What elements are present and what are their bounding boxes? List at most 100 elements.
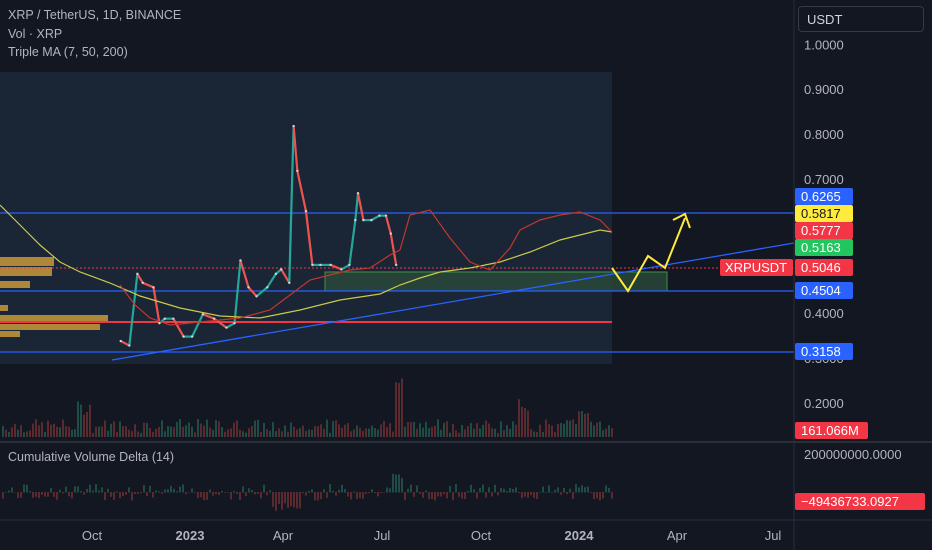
cvd-bar bbox=[380, 492, 382, 494]
price-tag-label: 0.5817 bbox=[801, 206, 841, 221]
cvd-bar bbox=[575, 484, 577, 493]
cvd-bar bbox=[362, 492, 364, 499]
cvd-bar bbox=[548, 485, 550, 493]
x-tick-label: Oct bbox=[471, 528, 492, 543]
volume-bar bbox=[428, 428, 430, 437]
volume-bar bbox=[584, 413, 586, 437]
volume-bar bbox=[449, 432, 451, 437]
price-point bbox=[247, 286, 250, 289]
price-tag-label: 0.5777 bbox=[801, 223, 841, 238]
volume-bar bbox=[473, 428, 475, 437]
cvd-bar bbox=[152, 492, 154, 498]
volume-bar bbox=[515, 424, 517, 437]
volume-bar bbox=[212, 429, 214, 437]
cvd-bar bbox=[470, 484, 472, 493]
volume-bar bbox=[179, 419, 181, 437]
cvd-bar bbox=[545, 491, 547, 493]
volume-bar bbox=[80, 404, 82, 437]
cvd-bar bbox=[59, 489, 61, 493]
cvd-bar bbox=[569, 488, 571, 493]
cvd-bar bbox=[311, 489, 313, 493]
volume-bar bbox=[389, 423, 391, 437]
price-point bbox=[288, 281, 291, 285]
cvd-bar bbox=[38, 492, 40, 499]
cvd-bar bbox=[272, 492, 274, 507]
cvd-bar bbox=[608, 487, 610, 493]
price-tag-label: 0.5163 bbox=[801, 240, 841, 255]
volume-bar bbox=[527, 410, 529, 437]
volume-bar bbox=[491, 428, 493, 437]
price-segment bbox=[280, 268, 291, 284]
price-point bbox=[190, 335, 194, 338]
price-tag bbox=[795, 205, 853, 222]
volume-bar bbox=[38, 425, 40, 437]
cvd-bar bbox=[140, 492, 142, 494]
y-axis: 1.00000.90000.80000.70000.60000.40000.30… bbox=[804, 37, 902, 462]
volume-bar bbox=[116, 431, 118, 437]
cvd-bar bbox=[602, 492, 604, 499]
volume-legend: Vol · XRP bbox=[8, 27, 63, 41]
symbol-title: XRP / TetherUS, 1D, BINANCE bbox=[8, 8, 182, 22]
volume-bar bbox=[326, 419, 328, 437]
volume-bar bbox=[467, 426, 469, 437]
cvd-bar bbox=[560, 492, 562, 495]
price-segment bbox=[142, 281, 154, 289]
cvd-bar bbox=[275, 492, 277, 511]
price-segment bbox=[128, 273, 139, 346]
cvd-bar bbox=[479, 487, 481, 493]
cvd-bar bbox=[32, 492, 34, 498]
volume-bars bbox=[2, 378, 613, 437]
volume-bar bbox=[65, 426, 67, 437]
volume-bar bbox=[566, 420, 568, 437]
price-tags: 0.6265 0.5817 0.5777 0.5163 0.5046 0.4504 0.31… bbox=[720, 188, 925, 510]
cvd-bar bbox=[434, 492, 436, 501]
x-tick-label: 2024 bbox=[565, 528, 595, 543]
price-point bbox=[311, 263, 314, 267]
cvd-bar bbox=[509, 487, 511, 493]
volume-bar bbox=[524, 407, 526, 437]
cvd-bar bbox=[215, 492, 217, 495]
volume-bar bbox=[380, 424, 382, 437]
cvd-bar bbox=[482, 484, 484, 493]
cvd-bar bbox=[224, 492, 226, 493]
cvd-bar bbox=[56, 492, 58, 500]
volume-bar bbox=[20, 425, 22, 437]
price-segment bbox=[340, 263, 350, 271]
volume-bar bbox=[503, 430, 505, 437]
volume-bar bbox=[233, 422, 235, 437]
cvd-bar bbox=[2, 492, 4, 499]
cvd-bar bbox=[77, 486, 79, 493]
volume-bar bbox=[62, 419, 64, 437]
volume-bar bbox=[254, 420, 256, 437]
volume-bar bbox=[455, 430, 457, 437]
volume-bar bbox=[398, 382, 400, 437]
cvd-bar bbox=[209, 489, 211, 493]
cvd-bar bbox=[263, 484, 265, 493]
volume-tag-label: 161.066M bbox=[801, 423, 859, 438]
price-point bbox=[266, 286, 269, 289]
cvd-bar bbox=[500, 487, 502, 493]
volume-bar bbox=[95, 426, 97, 437]
volume-bar bbox=[404, 426, 406, 437]
volume-bar bbox=[86, 411, 88, 437]
cvd-bar bbox=[23, 484, 25, 493]
volume-bar bbox=[158, 426, 160, 437]
price-point bbox=[378, 214, 381, 217]
volume-bar bbox=[431, 426, 433, 437]
currency-selector[interactable]: USDT bbox=[798, 6, 924, 32]
volume-bar bbox=[113, 421, 115, 437]
volume-bar bbox=[98, 426, 100, 437]
cvd-bar bbox=[251, 489, 253, 493]
symbol-tag bbox=[720, 259, 793, 276]
cvd-bar bbox=[53, 492, 55, 497]
volume-bar bbox=[545, 419, 547, 437]
price-tag-label: 0.3158 bbox=[801, 344, 841, 359]
cvd-bar bbox=[497, 492, 499, 496]
cvd-bar bbox=[590, 492, 592, 493]
cvd-bar bbox=[185, 492, 187, 495]
cvd-bar bbox=[467, 490, 469, 493]
cvd-bar bbox=[245, 492, 247, 497]
volume-bar bbox=[161, 420, 163, 437]
cvd-bar bbox=[596, 492, 598, 499]
